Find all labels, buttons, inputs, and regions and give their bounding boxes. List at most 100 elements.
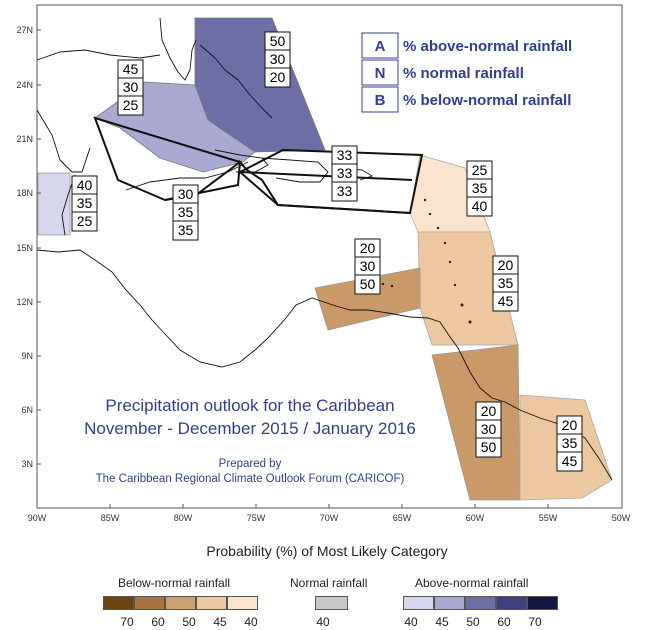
lon-label: 55W bbox=[539, 513, 558, 523]
value-below-70: 70 bbox=[120, 615, 134, 629]
probability-legend-title: Probability (%) of Most Likely Category bbox=[206, 543, 448, 559]
prob-normal: 30 bbox=[481, 421, 497, 437]
prob-below: 45 bbox=[498, 293, 514, 309]
lon-label: 75W bbox=[247, 513, 266, 523]
prob-normal: 35 bbox=[498, 275, 514, 291]
prob-box-leeward: 25 35 40 bbox=[466, 160, 493, 217]
swatch-below-40 bbox=[227, 596, 258, 610]
below-normal-label: Below-normal rainfall bbox=[118, 576, 231, 590]
key-letter-below: B bbox=[375, 92, 386, 109]
lon-label: 60W bbox=[466, 513, 485, 523]
prob-above: 20 bbox=[498, 257, 514, 273]
prob-normal: 33 bbox=[337, 165, 353, 181]
value-below-60: 60 bbox=[151, 615, 165, 629]
prepared-by: Prepared by bbox=[219, 458, 282, 470]
key-text-below: % below-normal rainfall bbox=[403, 92, 571, 109]
prob-above: 40 bbox=[77, 177, 93, 193]
value-above-70: 70 bbox=[528, 615, 542, 629]
region-hispaniola-divider bbox=[239, 171, 413, 181]
lat-label: 15N bbox=[16, 243, 33, 253]
region-belize bbox=[37, 172, 71, 236]
prob-normal: 35 bbox=[472, 180, 488, 196]
lat-label: 9N bbox=[21, 351, 33, 361]
prob-normal: 35 bbox=[77, 195, 93, 211]
prob-below: 45 bbox=[562, 453, 578, 469]
title-line-2: November - December 2015 / January 2016 bbox=[84, 419, 416, 438]
above-normal-label: Above-normal rainfall bbox=[415, 576, 529, 590]
value-below-40: 40 bbox=[244, 615, 258, 629]
prob-box-cuba: 45 30 25 bbox=[117, 59, 144, 116]
lat-label: 27N bbox=[16, 25, 33, 35]
prob-normal: 30 bbox=[360, 258, 376, 274]
swatch-below-45 bbox=[196, 596, 227, 610]
swatch-normal-40 bbox=[315, 596, 348, 610]
lat-label: 12N bbox=[16, 297, 33, 307]
lat-label: 3N bbox=[21, 459, 33, 469]
prob-above: 20 bbox=[360, 240, 376, 256]
title-line-1: Precipitation outlook for the Caribbean bbox=[105, 396, 394, 415]
lon-label: 70W bbox=[320, 513, 339, 523]
latitude-labels: 27N 24N 21N 18N 15N 12N 9N 6N 3N bbox=[16, 25, 41, 469]
key-text-normal: % normal rainfall bbox=[403, 65, 524, 82]
prob-below: 33 bbox=[337, 183, 353, 199]
map-title: Precipitation outlook for the Caribbean … bbox=[84, 396, 416, 485]
prob-above: 25 bbox=[472, 162, 488, 178]
value-above-50: 50 bbox=[466, 615, 480, 629]
prob-below: 25 bbox=[123, 97, 139, 113]
swatch-below-70 bbox=[103, 596, 134, 610]
prob-box-jamaica: 30 35 35 bbox=[172, 184, 199, 241]
prob-normal: 30 bbox=[270, 51, 286, 67]
organization: The Caribbean Regional Climate Outlook F… bbox=[96, 473, 405, 485]
value-below-45: 45 bbox=[213, 615, 227, 629]
lon-label: 90W bbox=[28, 513, 47, 523]
key-text-above: % above-normal rainfall bbox=[403, 38, 572, 55]
prob-below: 25 bbox=[77, 213, 93, 229]
lon-label: 65W bbox=[393, 513, 412, 523]
value-below-50: 50 bbox=[182, 615, 196, 629]
prob-box-bahamas: 50 30 20 bbox=[264, 31, 291, 88]
prob-above: 20 bbox=[481, 403, 497, 419]
prob-below: 35 bbox=[178, 222, 194, 238]
value-above-60: 60 bbox=[497, 615, 511, 629]
lat-label: 6N bbox=[21, 405, 33, 415]
prob-below: 50 bbox=[360, 276, 376, 292]
prob-box-guyana-suriname: 20 30 50 bbox=[475, 401, 502, 458]
prob-box-hispaniola-pr: 33 33 33 bbox=[331, 145, 358, 202]
prob-below: 50 bbox=[481, 439, 497, 455]
lon-label: 50W bbox=[612, 513, 631, 523]
prob-normal: 35 bbox=[178, 204, 194, 220]
normal-label: Normal rainfall bbox=[290, 576, 368, 590]
value-above-40: 40 bbox=[404, 615, 418, 629]
precipitation-outlook-map: 27N 24N 21N 18N 15N 12N 9N 6N 3N 90W 85W… bbox=[16, 4, 631, 523]
prob-below: 20 bbox=[270, 69, 286, 85]
longitude-labels: 90W 85W 80W 75W 70W 65W 60W 55W 50W bbox=[28, 504, 631, 523]
swatch-above-45 bbox=[434, 596, 465, 610]
region-hispaniola-pr-outline bbox=[238, 148, 424, 215]
swatch-below-50 bbox=[165, 596, 196, 610]
region-abc-islands bbox=[314, 267, 421, 331]
prob-box-belize: 40 35 25 bbox=[71, 175, 98, 232]
category-key: A % above-normal rainfall N % normal rai… bbox=[361, 32, 572, 113]
prob-above: 20 bbox=[562, 417, 578, 433]
prob-normal: 30 bbox=[123, 79, 139, 95]
key-letter-above: A bbox=[375, 38, 386, 55]
swatch-above-50 bbox=[465, 596, 496, 610]
prob-above: 45 bbox=[123, 61, 139, 77]
lon-label: 85W bbox=[101, 513, 120, 523]
prob-above: 50 bbox=[270, 33, 286, 49]
value-above-45: 45 bbox=[435, 615, 449, 629]
prob-box-windward: 20 35 45 bbox=[492, 255, 519, 312]
lat-label: 18N bbox=[16, 188, 33, 198]
swatch-above-70 bbox=[527, 596, 558, 610]
key-letter-normal: N bbox=[375, 65, 386, 82]
lat-label: 21N bbox=[16, 134, 33, 144]
prob-below: 40 bbox=[472, 198, 488, 214]
value-normal-40: 40 bbox=[316, 615, 330, 629]
prob-normal: 35 bbox=[562, 435, 578, 451]
prob-above: 33 bbox=[337, 147, 353, 163]
lat-label: 24N bbox=[16, 80, 33, 90]
lon-label: 80W bbox=[174, 513, 193, 523]
swatch-below-60 bbox=[134, 596, 165, 610]
prob-box-abc-islands: 20 30 50 bbox=[354, 238, 381, 295]
coastlines bbox=[36, 17, 613, 481]
